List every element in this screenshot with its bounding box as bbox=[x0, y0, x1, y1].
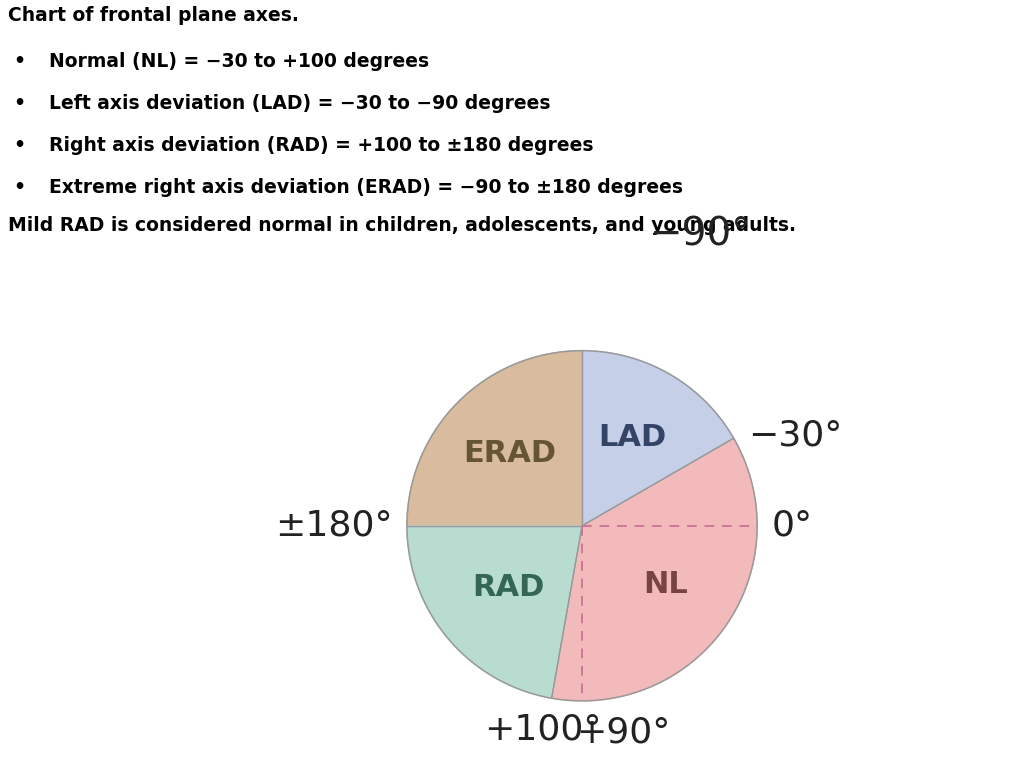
Text: Left axis deviation (LAD) = −30 to −90 degrees: Left axis deviation (LAD) = −30 to −90 d… bbox=[49, 94, 551, 113]
Text: LAD: LAD bbox=[599, 423, 667, 452]
Text: Normal (NL) = −30 to +100 degrees: Normal (NL) = −30 to +100 degrees bbox=[49, 52, 429, 71]
Text: ±180°: ±180° bbox=[274, 508, 392, 543]
Text: NL: NL bbox=[643, 570, 687, 598]
Text: −90°: −90° bbox=[650, 216, 752, 253]
Text: −30°: −30° bbox=[749, 419, 843, 452]
Text: RAD: RAD bbox=[472, 573, 545, 602]
Text: 0°: 0° bbox=[772, 508, 813, 543]
Polygon shape bbox=[552, 439, 757, 701]
Polygon shape bbox=[407, 351, 582, 526]
Polygon shape bbox=[582, 351, 733, 526]
Text: Extreme right axis deviation (ERAD) = −90 to ±180 degrees: Extreme right axis deviation (ERAD) = −9… bbox=[49, 177, 683, 197]
Text: ERAD: ERAD bbox=[464, 439, 557, 468]
Text: •: • bbox=[13, 177, 26, 197]
Text: •: • bbox=[13, 136, 26, 155]
Text: Right axis deviation (RAD) = +100 to ±180 degrees: Right axis deviation (RAD) = +100 to ±18… bbox=[49, 136, 594, 155]
Text: Mild RAD is considered normal in children, adolescents, and young adults.: Mild RAD is considered normal in childre… bbox=[8, 216, 797, 235]
Text: •: • bbox=[13, 94, 26, 113]
Text: +90°: +90° bbox=[575, 716, 670, 750]
Text: Chart of frontal plane axes.: Chart of frontal plane axes. bbox=[8, 6, 299, 25]
Text: •: • bbox=[13, 52, 26, 71]
Text: +100°: +100° bbox=[484, 713, 602, 746]
Polygon shape bbox=[407, 526, 582, 698]
